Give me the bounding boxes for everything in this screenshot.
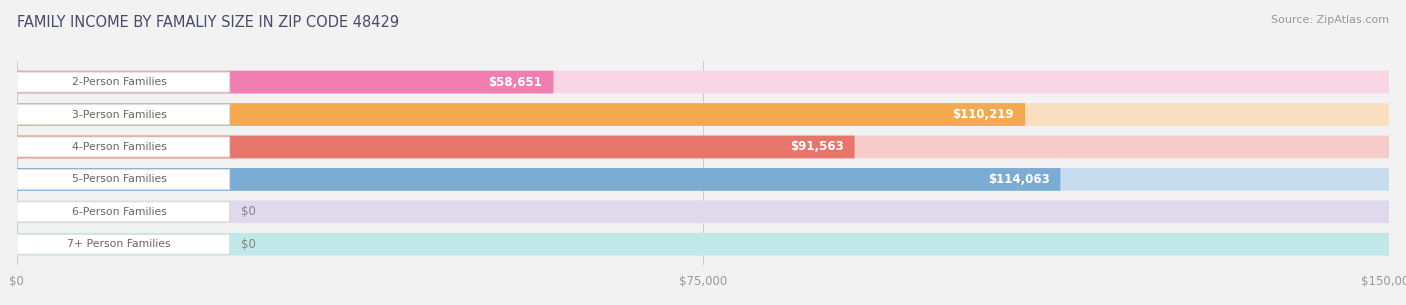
Text: FAMILY INCOME BY FAMALIY SIZE IN ZIP CODE 48429: FAMILY INCOME BY FAMALIY SIZE IN ZIP COD…: [17, 15, 399, 30]
FancyBboxPatch shape: [17, 137, 229, 157]
FancyBboxPatch shape: [17, 72, 229, 92]
FancyBboxPatch shape: [17, 71, 554, 93]
Text: 6-Person Families: 6-Person Families: [72, 207, 166, 217]
FancyBboxPatch shape: [17, 168, 1060, 191]
Text: 2-Person Families: 2-Person Families: [72, 77, 166, 87]
Text: 3-Person Families: 3-Person Families: [72, 109, 166, 120]
FancyBboxPatch shape: [17, 202, 229, 222]
FancyBboxPatch shape: [17, 103, 1025, 126]
Text: $58,651: $58,651: [488, 76, 543, 88]
Text: $114,063: $114,063: [987, 173, 1049, 186]
Text: $0: $0: [240, 205, 256, 218]
FancyBboxPatch shape: [17, 234, 229, 254]
Text: Source: ZipAtlas.com: Source: ZipAtlas.com: [1271, 15, 1389, 25]
FancyBboxPatch shape: [17, 105, 229, 124]
Text: $110,219: $110,219: [953, 108, 1014, 121]
FancyBboxPatch shape: [17, 103, 1389, 126]
FancyBboxPatch shape: [17, 169, 229, 189]
FancyBboxPatch shape: [17, 71, 1389, 93]
Text: 5-Person Families: 5-Person Families: [72, 174, 166, 185]
Text: 4-Person Families: 4-Person Families: [72, 142, 166, 152]
FancyBboxPatch shape: [17, 136, 1389, 158]
Text: 7+ Person Families: 7+ Person Families: [67, 239, 170, 249]
FancyBboxPatch shape: [17, 233, 1389, 256]
Text: $91,563: $91,563: [790, 141, 844, 153]
FancyBboxPatch shape: [17, 136, 855, 158]
FancyBboxPatch shape: [17, 200, 1389, 223]
FancyBboxPatch shape: [17, 168, 1389, 191]
Text: $0: $0: [240, 238, 256, 251]
